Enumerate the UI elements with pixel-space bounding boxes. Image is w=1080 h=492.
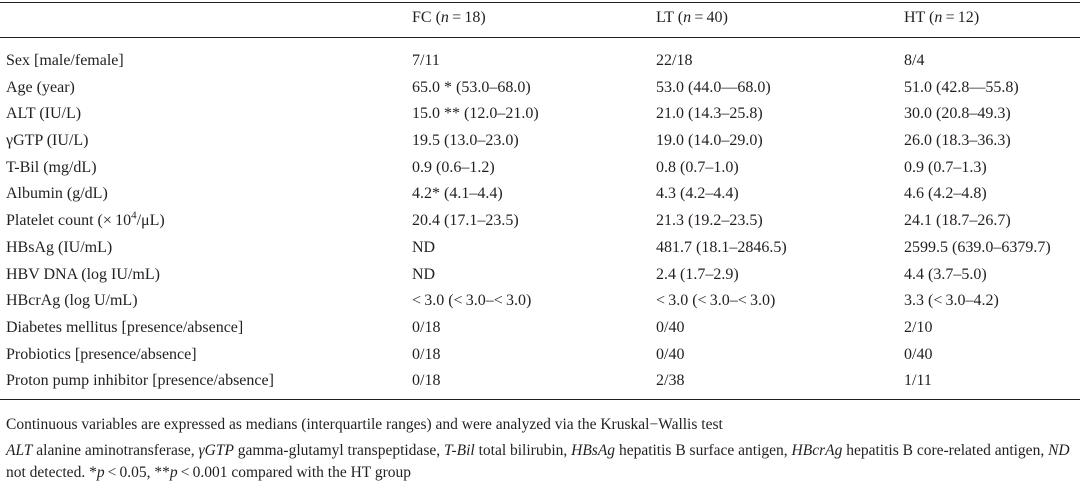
table-row: Albumin (g/dL) 4.2* (4.1–4.4) 4.3 (4.2–4… — [0, 181, 1080, 208]
table-footnotes: Continuous variables are expressed as me… — [6, 414, 1076, 484]
cell-fc: 7/11 — [412, 52, 440, 69]
cell-ht: 2599.5 (639.0–6379.7) — [904, 238, 1051, 256]
table-row: T-Bil (mg/dL) 0.9 (0.6–1.2) 0.8 (0.7–1.0… — [0, 155, 1080, 182]
table-row: Platelet count (× 104/μL) 20.4 (17.1–23.… — [0, 208, 1080, 235]
cell-lt: 0.8 (0.7–1.0) — [656, 158, 739, 176]
cell-lt: 2.4 (1.7–2.9) — [656, 265, 739, 283]
cell-ht: 0.9 (0.7–1.3) — [904, 158, 987, 176]
cell-fc: ND — [412, 265, 436, 283]
cell-fc: ND — [412, 238, 436, 256]
cell-lt: 22/18 — [656, 52, 693, 69]
cell-ht: 3.3 (< 3.0–4.2) — [904, 292, 999, 310]
cell-ht: 0/40 — [904, 345, 933, 363]
cell-lt: 0/40 — [656, 345, 685, 363]
table-row: Probiotics [presence/absence] 0/18 0/40 … — [0, 342, 1080, 369]
cell-lt: 53.0 (44.0—68.0) — [656, 78, 771, 96]
cell-ht: 4.6 (4.2–4.8) — [904, 185, 987, 203]
cell-fc: < 3.0 (< 3.0–< 3.0) — [412, 292, 532, 310]
table-header: FC (n = 18) LT (n = 40) HT (n = 12) — [0, 8, 1080, 32]
row-label: γGTP (IU/L) — [6, 132, 89, 150]
row-label: Probiotics [presence/absence] — [6, 345, 197, 363]
header-lt: LT (n = 40) — [656, 9, 728, 26]
cell-lt: 2/38 — [656, 372, 685, 390]
cell-fc: 15.0 ** (12.0–21.0) — [412, 105, 539, 123]
table-row: HBcrAg (log U/mL) < 3.0 (< 3.0–< 3.0) < … — [0, 288, 1080, 315]
cell-lt: 4.3 (4.2–4.4) — [656, 185, 739, 203]
table-row: Age (year) 65.0 * (53.0–68.0) 53.0 (44.0… — [0, 75, 1080, 102]
cell-ht: 1/11 — [904, 372, 932, 390]
cell-lt: 21.0 (14.3–25.8) — [656, 105, 763, 123]
cell-fc: 4.2* (4.1–4.4) — [412, 185, 503, 203]
top-rule — [0, 2, 1080, 3]
table-row: Diabetes mellitus [presence/absence] 0/1… — [0, 315, 1080, 342]
cell-fc: 65.0 * (53.0–68.0) — [412, 78, 531, 96]
header-fc: FC (n = 18) — [412, 9, 486, 26]
cell-ht: 8/4 — [904, 52, 925, 69]
cell-ht: 26.0 (18.3–36.3) — [904, 132, 1011, 150]
table-row: γGTP (IU/L) 19.5 (13.0–23.0) 19.0 (14.0–… — [0, 128, 1080, 155]
row-label: HBcrAg (log U/mL) — [6, 292, 138, 310]
cell-ht: 51.0 (42.8—55.8) — [904, 78, 1019, 96]
table-row: Proton pump inhibitor [presence/absence]… — [0, 368, 1080, 395]
row-label: Sex [male/female] — [6, 52, 124, 69]
row-label: T-Bil (mg/dL) — [6, 158, 97, 176]
footnote-abbreviations: ALT alanine aminotransferase, γGTP gamma… — [6, 442, 1070, 481]
cell-ht: 30.0 (20.8–49.3) — [904, 105, 1011, 123]
row-label: HBV DNA (log IU/mL) — [6, 265, 160, 283]
cell-ht: 24.1 (18.7–26.7) — [904, 212, 1011, 230]
cell-lt: 481.7 (18.1–2846.5) — [656, 238, 787, 256]
cell-fc: 0/18 — [412, 345, 441, 363]
row-label: HBsAg (IU/mL) — [6, 238, 113, 256]
bottom-rule — [0, 399, 1080, 400]
row-label: Diabetes mellitus [presence/absence] — [6, 318, 244, 336]
cell-fc: 20.4 (17.1–23.5) — [412, 212, 519, 230]
cell-fc: 0.9 (0.6–1.2) — [412, 158, 495, 176]
cell-lt: 21.3 (19.2–23.5) — [656, 212, 763, 230]
footnote-methods: Continuous variables are expressed as me… — [6, 416, 723, 433]
table-row: Sex [male/female] 7/11 22/18 8/4 — [0, 48, 1080, 75]
row-label: Platelet count (× 104/μL) — [6, 209, 165, 230]
cell-lt: 19.0 (14.0–29.0) — [656, 132, 763, 150]
table-body: Sex [male/female] 7/11 22/18 8/4 Age (ye… — [0, 48, 1080, 395]
header-rule — [0, 37, 1080, 38]
cell-ht: 2/10 — [904, 318, 933, 336]
row-label: Albumin (g/dL) — [6, 185, 108, 203]
cell-fc: 0/18 — [412, 372, 441, 390]
table-row: ALT (IU/L) 15.0 ** (12.0–21.0) 21.0 (14.… — [0, 101, 1080, 128]
table-row: HBV DNA (log IU/mL) ND 2.4 (1.7–2.9) 4.4… — [0, 262, 1080, 289]
cell-fc: 19.5 (13.0–23.0) — [412, 132, 519, 150]
cell-lt: < 3.0 (< 3.0–< 3.0) — [656, 292, 776, 310]
header-ht: HT (n = 12) — [904, 9, 980, 26]
row-label: Age (year) — [6, 78, 75, 96]
cell-lt: 0/40 — [656, 318, 685, 336]
cell-ht: 4.4 (3.7–5.0) — [904, 265, 987, 283]
row-label: ALT (IU/L) — [6, 105, 82, 123]
cell-fc: 0/18 — [412, 318, 441, 336]
table-row: HBsAg (IU/mL) ND 481.7 (18.1–2846.5) 259… — [0, 235, 1080, 262]
row-label: Proton pump inhibitor [presence/absence] — [6, 372, 274, 390]
